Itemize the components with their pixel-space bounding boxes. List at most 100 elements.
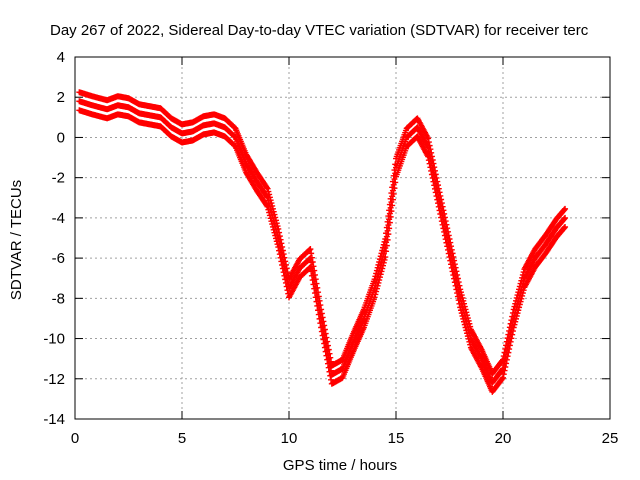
data-point [562,205,569,212]
data-point [562,223,569,230]
data-point [512,315,519,322]
data-point [451,261,458,268]
y-axis-label: SDTVAR / TECUs [8,180,25,300]
data-point [506,346,513,353]
x-tick-label: 10 [281,430,298,447]
data-point [326,350,333,357]
data-point [446,236,453,243]
data-point [517,298,524,305]
x-tick-label: 20 [495,430,512,447]
data-point [322,330,329,337]
data-point [435,185,442,192]
y-axis-ticks: 4 2 0 -2 -4 -6 -8 -10 -12 -14 [43,49,610,428]
data-point [462,306,469,313]
data-point [376,277,383,284]
data-point [466,320,473,327]
data-point [385,231,392,238]
data-point [311,271,318,278]
data-point [516,304,523,311]
data-point [375,279,382,286]
plot-border [74,56,611,420]
data-point [380,262,387,269]
data-point [371,294,378,301]
data-point [324,338,331,345]
data-point [454,271,461,278]
y-tick-label: 4 [57,49,65,66]
data-point [309,258,316,265]
data-point [454,275,461,282]
data-point [428,153,435,160]
data-point [387,213,394,220]
y-tick-label: -6 [52,250,65,267]
data-point [308,250,315,257]
data-point [319,314,326,321]
data-point [465,317,472,324]
data-point [315,289,322,296]
data-point [458,292,465,299]
data-point [436,189,443,196]
data-point [501,367,508,374]
data-point [373,288,380,295]
data-point [441,214,448,221]
data-point [272,214,279,221]
data-point [506,342,513,349]
data-point [280,251,287,258]
data-point [274,223,281,230]
data-point [514,310,521,317]
data-point [448,246,455,253]
data-point [383,248,390,255]
data-point [270,208,277,215]
data-point [426,142,433,149]
data-point [284,269,291,276]
data-point [445,232,452,239]
data-point [265,188,272,195]
data-point [512,318,519,325]
data-point [318,306,325,313]
data-point [268,200,275,207]
data-point [384,236,391,243]
data-point [452,264,459,271]
data-point [520,287,527,294]
data-point [306,246,313,253]
data-point [390,190,397,197]
data-point [383,242,390,249]
data-point [518,295,525,302]
data-point [320,318,327,325]
data-point [389,196,396,203]
data-point [264,185,271,192]
y-tick-label: -10 [43,331,65,348]
data-point [435,182,442,189]
data-point [323,334,330,341]
data-point [507,338,514,345]
x-axis-label: GPS time / hours [283,457,397,474]
data-point [273,220,280,227]
data-point [448,243,455,250]
data-series [76,89,569,395]
data-point [269,205,276,212]
data-point [388,208,395,215]
data-point [425,135,432,142]
data-point [467,323,474,330]
data-point [325,346,332,353]
y-tick-label: -12 [43,371,65,388]
data-point [461,303,468,310]
y-tick-label: -14 [43,411,65,428]
data-point [562,214,569,221]
data-point [281,254,288,261]
data-point [392,179,399,186]
data-point [437,192,444,199]
data-point [442,218,449,225]
data-point [382,254,389,261]
chart-title: Day 267 of 2022, Sidereal Day-to-day VTE… [50,22,589,39]
data-point [376,274,383,281]
data-point [321,322,328,329]
series-SDTVAR [76,89,569,395]
data-point [450,253,457,260]
data-point [269,202,276,209]
data-point [386,219,393,226]
data-point [449,250,456,257]
data-point [283,265,290,272]
data-point [315,293,322,300]
data-point [455,279,462,286]
data-point [463,309,470,316]
